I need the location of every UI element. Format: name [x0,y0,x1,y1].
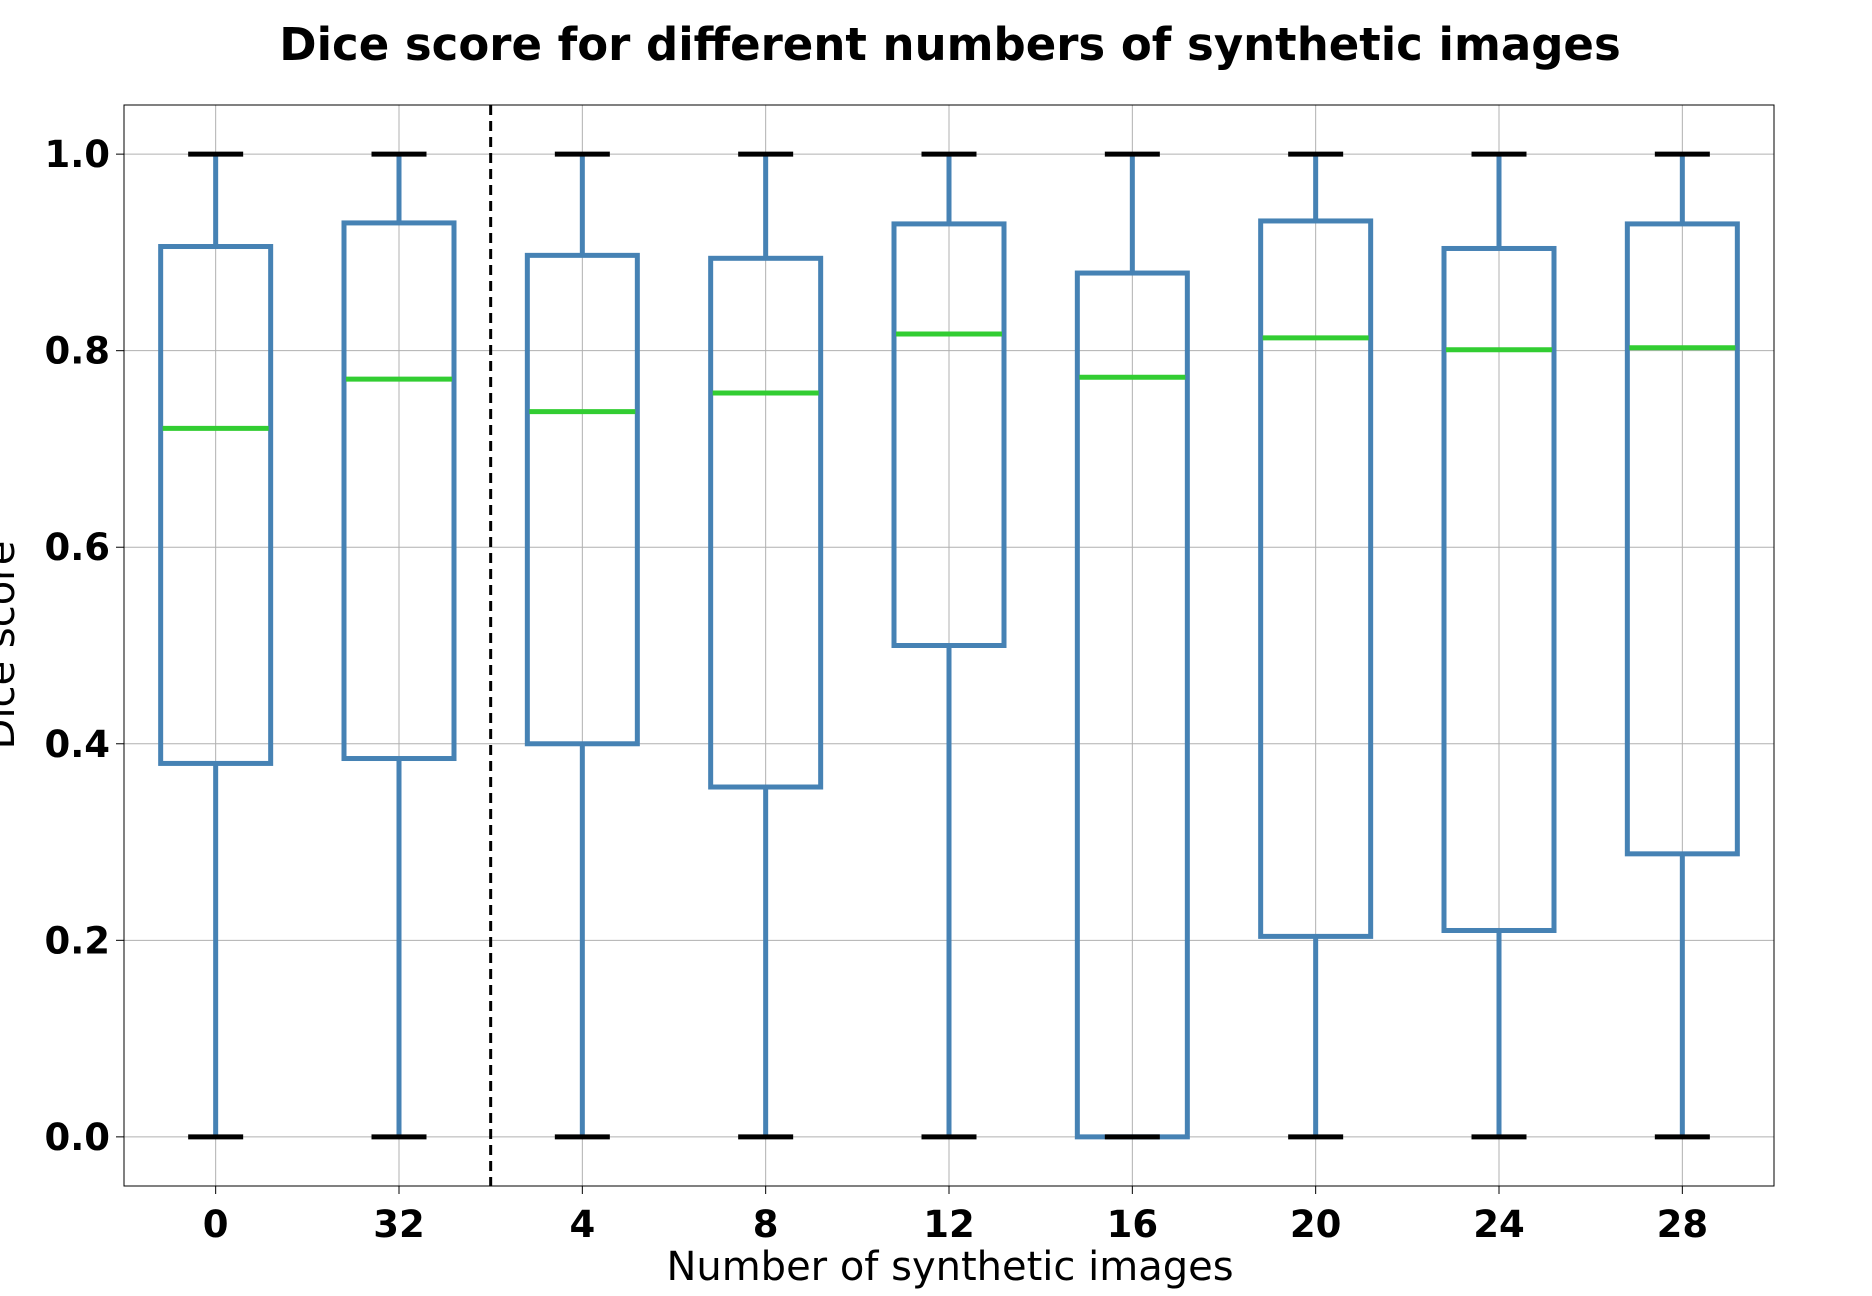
x-tick-label-16: 16 [1107,1203,1159,1246]
iqr-box-24 [1441,245,1557,933]
x-tick-label-4: 4 [569,1203,595,1246]
x-tick-label-28: 28 [1657,1203,1709,1246]
x-axis-label: Number of synthetic images [666,1244,1233,1290]
y-tick-label-0.0: 0.0 [44,1116,110,1159]
y-tick-label-1.0: 1.0 [44,133,110,176]
y-tick-label-0.8: 0.8 [44,330,110,373]
box-0 [158,151,274,1140]
x-tick-label-32: 32 [373,1203,425,1246]
box-16 [1074,151,1190,1140]
y-tick-label-0.2: 0.2 [44,919,110,962]
iqr-box-0 [158,244,274,766]
box-24 [1441,151,1557,1140]
x-tick-label-20: 20 [1290,1203,1342,1246]
x-tick-label-0: 0 [203,1203,229,1246]
iqr-box-12 [891,221,1007,648]
y-tick-label-0.6: 0.6 [44,526,110,569]
box-28 [1624,151,1740,1140]
x-axis-ticks: 0 32 4 8 12 16 20 24 28 [203,1186,1708,1246]
iqr-box-20 [1258,218,1374,939]
x-tick-label-8: 8 [753,1203,779,1246]
y-tick-label-0.4: 0.4 [44,723,110,766]
iqr-box-8 [708,255,824,790]
box-32 [341,151,457,1140]
x-tick-label-12: 12 [923,1203,975,1246]
x-tick-label-24: 24 [1473,1203,1525,1246]
box-20 [1258,151,1374,1140]
y-axis-ticks: 0.0 0.2 0.4 0.6 0.8 1.0 [44,133,124,1159]
chart-title: Dice score for different numbers of synt… [279,18,1620,71]
box-4 [524,151,640,1140]
box-8 [708,151,824,1140]
box-12 [891,151,1007,1140]
y-axis-label: Dice score [0,541,24,750]
iqr-box-4 [524,252,640,747]
iqr-box-28 [1624,221,1740,857]
iqr-box-32 [341,220,457,762]
box-series [158,151,1740,1140]
